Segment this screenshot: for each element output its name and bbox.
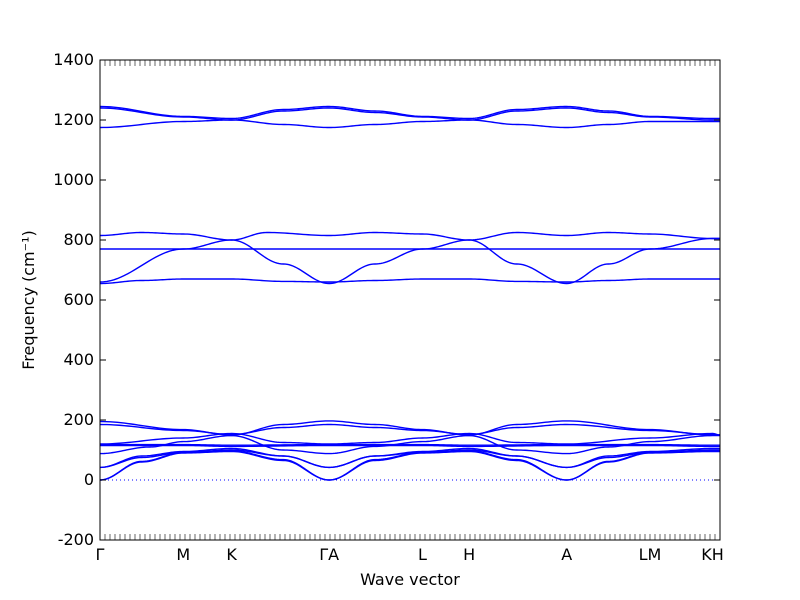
band-line-acoustic-3 — [100, 449, 720, 469]
y-tick-label: -200 — [58, 530, 94, 549]
band-line-mid-2 — [100, 237, 720, 285]
band-line-low-6 — [100, 444, 720, 448]
x-tick-label: H — [463, 545, 475, 564]
band-line-low-7 — [100, 443, 720, 446]
y-tick-label: 1200 — [53, 110, 94, 129]
y-tick-label: 0 — [84, 470, 94, 489]
band-line-high-3 — [100, 105, 720, 120]
y-tick-label: 400 — [63, 350, 94, 369]
x-tick-label: KH — [701, 545, 724, 564]
x-tick-label: LM — [639, 545, 662, 564]
band-line-mid-1 — [100, 278, 720, 285]
y-tick-label: 600 — [63, 290, 94, 309]
y-axis-ticks: -200 0 200 400 600 800 1000 1200 1400 — [53, 50, 720, 549]
x-axis-label: Wave vector — [360, 570, 460, 589]
band-line-high-1 — [100, 119, 720, 129]
x-tick-label: L — [418, 545, 427, 564]
x-tick-label: K — [226, 545, 237, 564]
band-curves — [100, 105, 720, 481]
x-tick-label: Γ — [96, 545, 105, 564]
x-axis-ticks: Γ M K ΓA L H A LM KH — [96, 60, 724, 564]
y-tick-label: 1000 — [53, 170, 94, 189]
band-line-low-5 — [100, 434, 720, 455]
band-line-mid-4 — [100, 231, 720, 241]
y-axis-label: Frequency (cm⁻¹) — [19, 230, 38, 369]
y-tick-label: 200 — [63, 410, 94, 429]
y-tick-label: 800 — [63, 230, 94, 249]
x-tick-label: M — [176, 545, 190, 564]
band-line-low-10 — [100, 420, 720, 436]
x-tick-label: A — [561, 545, 572, 564]
y-tick-label: 1400 — [53, 50, 94, 69]
plot-frame — [99, 59, 721, 541]
band-line-low-8 — [100, 432, 720, 445]
x-tick-label: ΓA — [319, 545, 339, 564]
band-line-acoustic-4 — [100, 447, 720, 469]
